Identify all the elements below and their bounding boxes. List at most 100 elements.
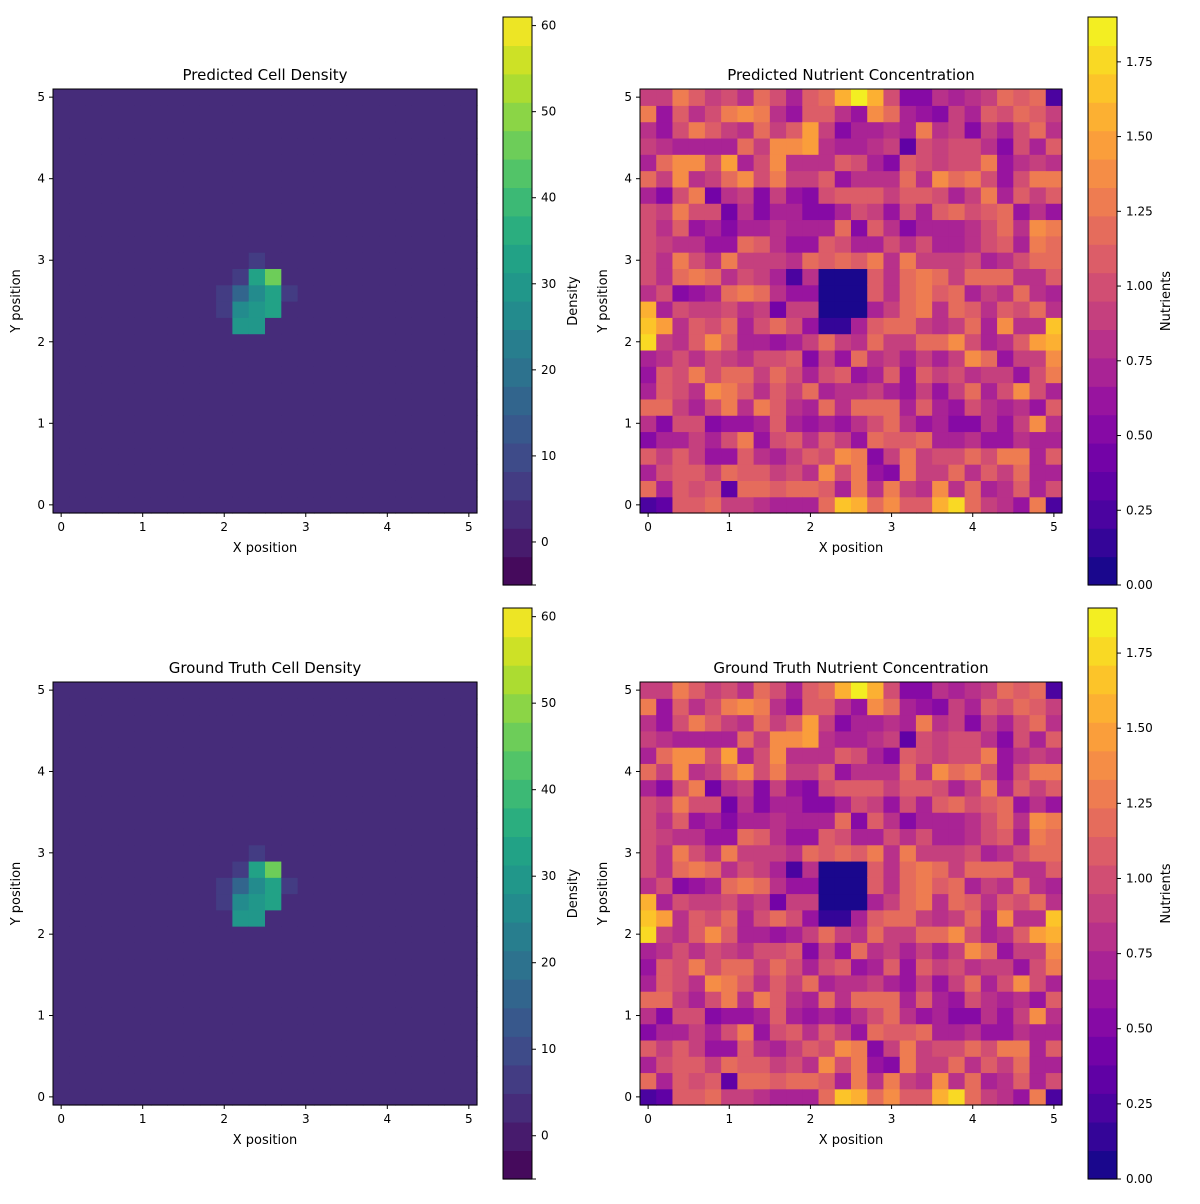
- heatmap-cell: [101, 763, 119, 781]
- heatmap-cell: [786, 682, 803, 699]
- heatmap-cell: [851, 1023, 868, 1041]
- heatmap-cell: [265, 730, 282, 748]
- heatmap-cell: [362, 860, 380, 878]
- heatmap-cell: [672, 747, 690, 764]
- heatmap-cell: [428, 219, 445, 237]
- heatmap-cell: [980, 89, 998, 106]
- heatmap-cell: [753, 105, 771, 123]
- heatmap-cell: [411, 893, 429, 911]
- heatmap-cell: [330, 219, 348, 237]
- heatmap-cell: [411, 301, 429, 318]
- heatmap-cell: [53, 121, 70, 139]
- heatmap-cell: [1013, 121, 1031, 139]
- heatmap-cell: [53, 730, 70, 748]
- heatmap-cell: [53, 779, 70, 797]
- heatmap-cell: [818, 252, 836, 269]
- heatmap-cell: [150, 89, 168, 106]
- heatmap-cell: [818, 991, 836, 1008]
- heatmap-cell: [721, 317, 738, 335]
- heatmap-cell: [395, 284, 413, 302]
- heatmap-cell: [53, 496, 70, 514]
- heatmap-cell: [753, 349, 771, 367]
- heatmap-cell: [69, 268, 87, 286]
- heatmap-cell: [346, 795, 364, 813]
- heatmap-cell: [834, 860, 852, 878]
- heatmap-cell: [1045, 89, 1063, 106]
- heatmap-cell: [964, 268, 982, 286]
- heatmap-cell: [1029, 893, 1047, 911]
- heatmap-cell: [737, 301, 755, 318]
- y-tick-label: 1: [624, 1009, 632, 1023]
- heatmap-cell: [1013, 763, 1031, 781]
- heatmap-cell: [69, 958, 87, 976]
- heatmap-cell: [379, 779, 397, 797]
- heatmap-cell: [216, 268, 233, 286]
- colorbar-segment: [503, 1150, 532, 1180]
- heatmap-cell: [769, 480, 787, 498]
- heatmap-cell: [948, 1039, 966, 1057]
- heatmap-cell: [232, 284, 250, 302]
- heatmap-cell: [150, 317, 168, 335]
- colorbar-segment: [1088, 414, 1117, 444]
- heatmap-cell: [199, 698, 217, 716]
- heatmap-cell: [411, 186, 429, 204]
- heatmap-cell: [167, 301, 185, 318]
- heatmap-cell: [1045, 154, 1063, 172]
- heatmap-cell: [818, 698, 836, 716]
- heatmap-cell: [216, 398, 233, 416]
- heatmap-cell: [753, 828, 771, 846]
- heatmap-cell: [867, 779, 885, 797]
- heatmap-cell: [834, 137, 852, 155]
- heatmap-cell: [281, 415, 299, 433]
- heatmap-cell: [167, 186, 185, 204]
- heatmap-cell: [379, 844, 397, 862]
- colorbar-segment: [503, 722, 532, 752]
- y-tick-label: 5: [37, 90, 45, 104]
- heatmap-cell: [753, 1056, 771, 1074]
- heatmap-cell: [313, 447, 331, 465]
- heatmap-cell: [444, 137, 462, 155]
- colorbar-segment: [1088, 215, 1117, 245]
- heatmap-cell: [964, 1039, 982, 1057]
- heatmap-cell: [232, 1039, 250, 1057]
- heatmap-cell: [883, 89, 901, 106]
- heatmap-cell: [183, 398, 201, 416]
- heatmap-cell: [980, 730, 998, 748]
- heatmap-cell: [1013, 812, 1031, 830]
- heatmap-cell: [199, 170, 217, 188]
- heatmap-cell: [444, 1023, 462, 1041]
- heatmap-cell: [932, 844, 949, 862]
- heatmap-cell: [704, 942, 722, 960]
- heatmap-cell: [150, 795, 168, 813]
- heatmap-cell: [672, 730, 690, 748]
- heatmap-cell: [281, 860, 299, 878]
- heatmap-cell: [460, 464, 478, 481]
- heatmap-cell: [932, 926, 949, 943]
- heatmap-cell: [232, 698, 250, 716]
- heatmap-cell: [1013, 860, 1031, 878]
- heatmap-cell: [818, 464, 836, 481]
- heatmap-cell: [53, 317, 70, 335]
- heatmap-cell: [851, 779, 868, 797]
- heatmap-cell: [216, 828, 233, 846]
- heatmap-cell: [883, 1023, 901, 1041]
- heatmap-cell: [53, 186, 70, 204]
- colorbar-tick-label: 1.00: [1126, 279, 1153, 293]
- heatmap-cell: [997, 252, 1014, 269]
- y-tick-label: 2: [37, 335, 45, 349]
- heatmap-cell: [980, 893, 998, 911]
- heatmap-cell: [932, 877, 949, 895]
- heatmap-cell: [281, 747, 299, 764]
- heatmap-cell: [444, 447, 462, 465]
- heatmap-cell: [1045, 714, 1063, 732]
- heatmap-cell: [297, 219, 315, 237]
- heatmap-cell: [640, 779, 657, 797]
- heatmap-cell: [199, 893, 217, 911]
- heatmap-cell: [883, 1056, 901, 1074]
- heatmap-cell: [362, 812, 380, 830]
- heatmap-cell: [460, 284, 478, 302]
- heatmap-cell: [134, 682, 152, 699]
- heatmap-cell: [1029, 268, 1047, 286]
- heatmap-cell: [216, 958, 233, 976]
- heatmap-cell: [980, 747, 998, 764]
